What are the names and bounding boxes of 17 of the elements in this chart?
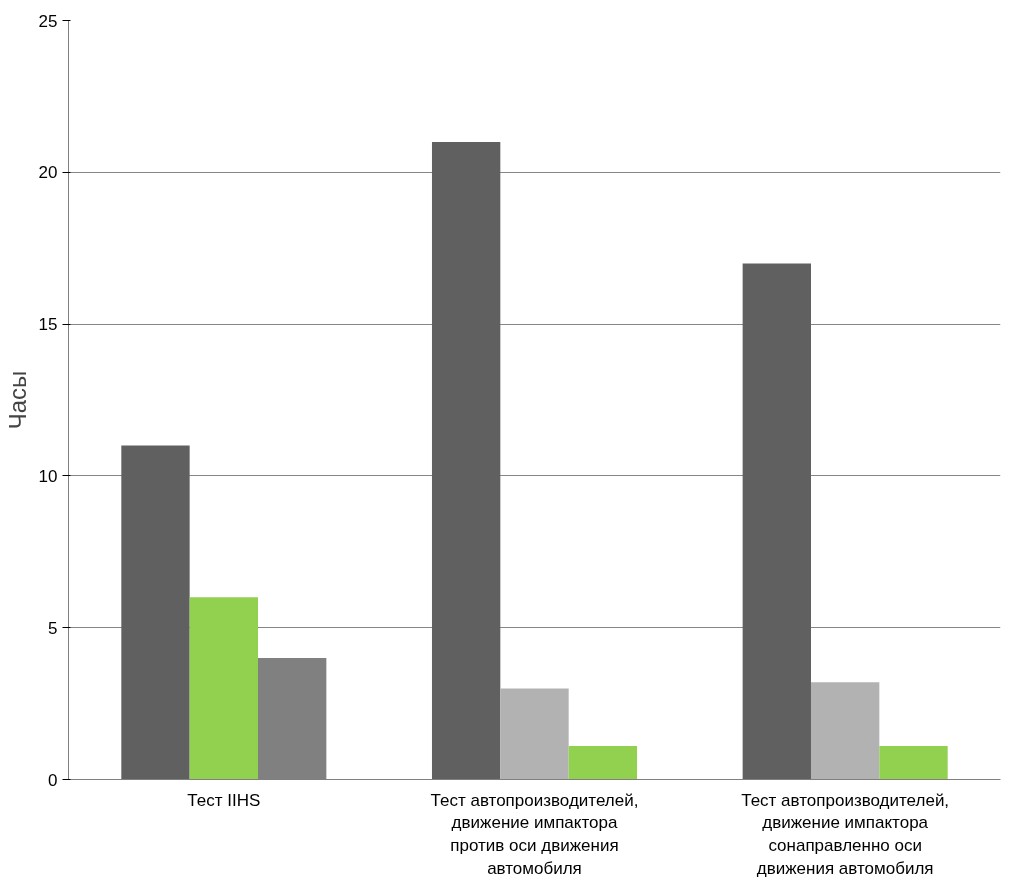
y-axis-title: Часы [3,370,31,430]
x-tick-label: Тест автопроизводителей, движение импактора против оси движения автомобиля [430,790,639,878]
x-tick-label: Тест автопроизводителей, движение импактора сонаправленно оси движения автомобиля [741,790,950,878]
y-tick-label: 25 [38,11,58,31]
y-tick-label: 0 [48,770,58,790]
bar [500,688,569,780]
y-tick-label: 5 [48,618,58,638]
bar [431,141,501,780]
bar [879,746,948,780]
bar [568,746,638,780]
y-tick-label: 20 [38,163,58,183]
y-tick-label: 15 [38,315,58,335]
x-tick-label: Тест IIHS [187,790,261,810]
y-tick-label: 10 [38,466,58,486]
bar [810,682,880,780]
bar [121,445,190,780]
bar [742,263,811,780]
